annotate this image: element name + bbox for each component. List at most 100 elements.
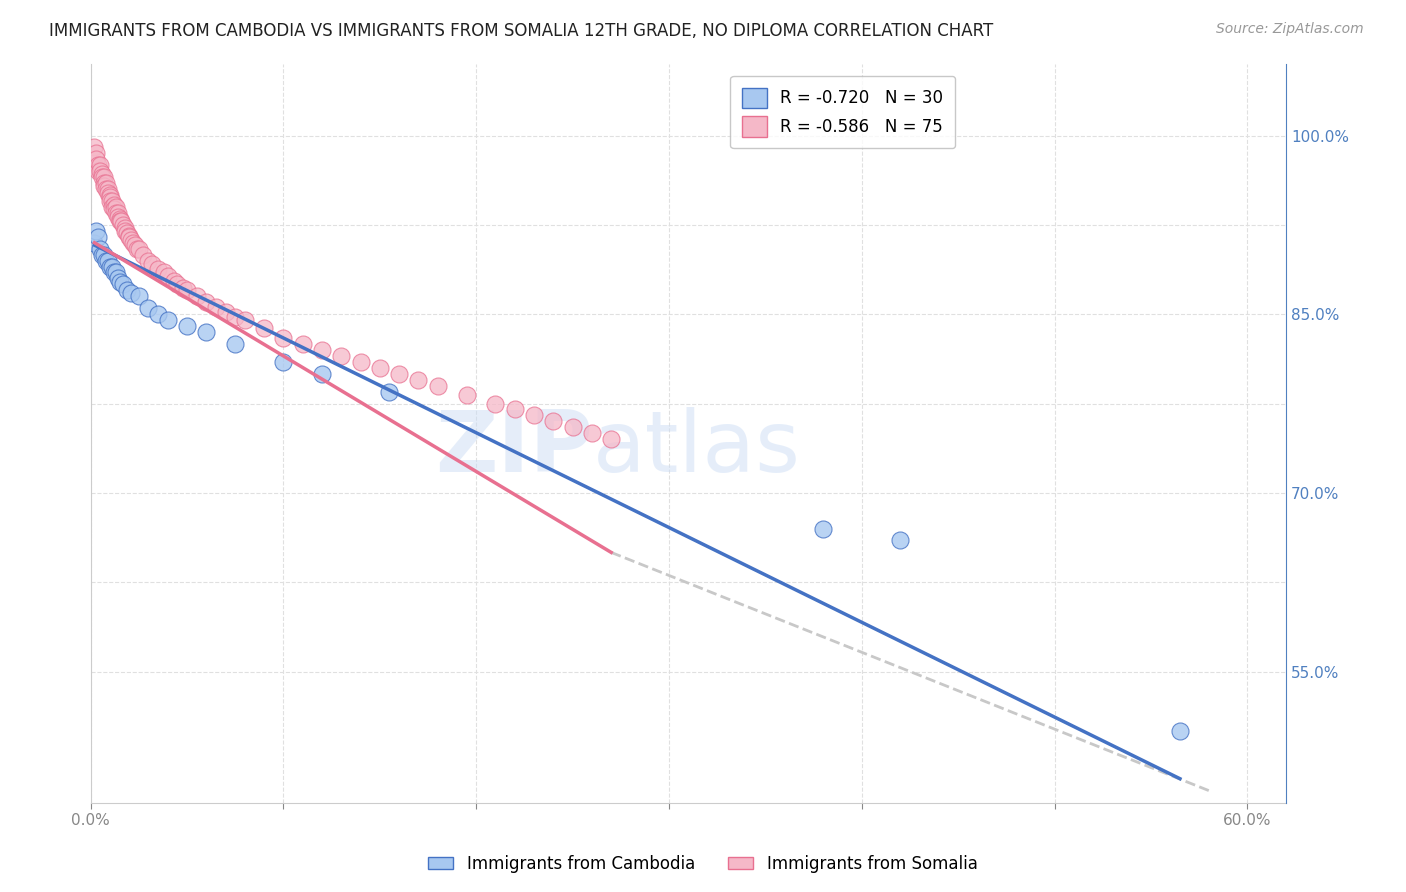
Point	[1168, 724, 1191, 739]
Point	[89, 158, 111, 172]
Point	[214, 305, 236, 319]
Point	[93, 247, 115, 261]
Point	[98, 194, 121, 208]
Point	[108, 275, 131, 289]
Point	[349, 355, 371, 369]
Point	[89, 242, 111, 256]
Point	[543, 414, 565, 428]
Point	[98, 188, 121, 202]
Point	[131, 247, 153, 261]
Point	[146, 261, 169, 276]
Point	[93, 176, 115, 190]
Point	[408, 373, 430, 387]
Point	[600, 432, 623, 446]
Point	[120, 285, 142, 300]
Point	[103, 202, 125, 217]
Point	[253, 321, 276, 335]
Point	[118, 228, 141, 243]
Point	[107, 206, 129, 220]
Point	[456, 388, 478, 402]
Point	[101, 260, 124, 274]
Point	[107, 210, 129, 224]
Point	[108, 214, 131, 228]
Point	[388, 367, 411, 381]
Point	[156, 313, 179, 327]
Point	[97, 186, 120, 200]
Point	[186, 289, 208, 303]
Point	[128, 289, 150, 303]
Point	[581, 426, 603, 441]
Point	[101, 194, 124, 208]
Point	[89, 164, 111, 178]
Point	[120, 233, 142, 247]
Point	[86, 224, 108, 238]
Point	[98, 190, 121, 204]
Point	[98, 260, 121, 274]
Point	[273, 331, 295, 345]
Point	[103, 265, 125, 279]
Point	[195, 295, 218, 310]
Text: Source: ZipAtlas.com: Source: ZipAtlas.com	[1216, 22, 1364, 37]
Point	[104, 200, 127, 214]
Point	[87, 164, 110, 178]
Text: ZIP: ZIP	[434, 407, 593, 490]
Point	[112, 277, 135, 292]
Point	[114, 224, 136, 238]
Point	[117, 226, 139, 240]
Point	[104, 265, 127, 279]
Point	[172, 281, 194, 295]
Point	[107, 271, 129, 285]
Point	[114, 221, 136, 235]
Point	[146, 307, 169, 321]
Point	[112, 218, 135, 232]
Point	[91, 167, 114, 181]
Point	[97, 253, 120, 268]
Point	[224, 337, 246, 351]
Point	[93, 178, 115, 193]
Point	[378, 384, 401, 399]
Point	[273, 355, 295, 369]
Point	[101, 200, 124, 214]
Point	[138, 301, 160, 316]
Point	[166, 277, 188, 292]
Point	[813, 522, 835, 536]
Point	[205, 300, 228, 314]
Point	[156, 268, 179, 283]
Point	[83, 140, 105, 154]
Point	[124, 238, 146, 252]
Point	[128, 242, 150, 256]
Point	[87, 158, 110, 172]
Point	[503, 402, 526, 417]
Legend: R = -0.720   N = 30, R = -0.586   N = 75: R = -0.720 N = 30, R = -0.586 N = 75	[730, 76, 955, 148]
Point	[224, 310, 246, 324]
Point	[311, 367, 333, 381]
Point	[311, 343, 333, 357]
Legend: Immigrants from Cambodia, Immigrants from Somalia: Immigrants from Cambodia, Immigrants fro…	[422, 848, 984, 880]
Point	[118, 229, 141, 244]
Point	[291, 337, 314, 351]
Point	[104, 206, 127, 220]
Point	[93, 170, 115, 185]
Point	[125, 242, 148, 256]
Point	[87, 229, 110, 244]
Point	[97, 182, 120, 196]
Point	[162, 274, 184, 288]
Point	[83, 235, 105, 250]
Point	[108, 211, 131, 226]
Point	[176, 284, 198, 298]
Point	[889, 533, 911, 548]
Point	[141, 257, 163, 271]
Text: IMMIGRANTS FROM CAMBODIA VS IMMIGRANTS FROM SOMALIA 12TH GRADE, NO DIPLOMA CORRE: IMMIGRANTS FROM CAMBODIA VS IMMIGRANTS F…	[49, 22, 994, 40]
Point	[176, 319, 198, 334]
Point	[484, 396, 506, 410]
Point	[91, 170, 114, 185]
Point	[86, 153, 108, 167]
Text: atlas: atlas	[593, 407, 800, 490]
Point	[561, 420, 583, 434]
Point	[94, 182, 117, 196]
Point	[117, 284, 139, 298]
Point	[153, 265, 176, 279]
Point	[195, 325, 218, 339]
Point	[523, 409, 546, 423]
Point	[330, 349, 353, 363]
